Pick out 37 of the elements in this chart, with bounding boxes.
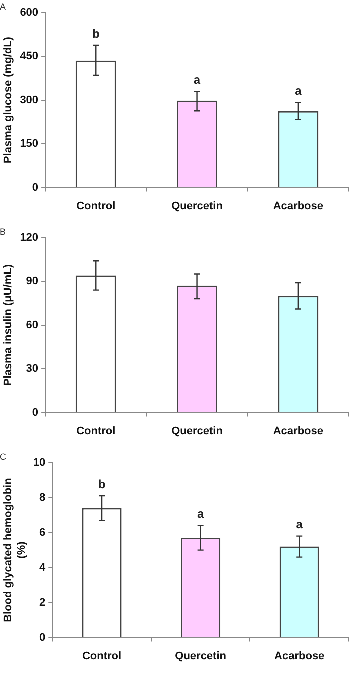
x-tick-label: Acarbose — [274, 650, 325, 662]
x-tick-label: Quercetin — [175, 650, 227, 662]
y-tick-label: 10 — [33, 456, 46, 469]
annotation: a — [295, 84, 302, 98]
y-axis-title: Blood glycated hemoglobin (%) — [2, 478, 28, 622]
y-tick-label: 2 — [40, 596, 46, 609]
x-tick-label: Quercetin — [172, 425, 224, 438]
annotation: a — [194, 72, 201, 87]
x-tick-label: Acarbose — [273, 425, 324, 438]
y-tick-label: 60 — [26, 319, 39, 332]
x-tick-label: Acarbose — [273, 200, 324, 212]
y-axis-title: Plasma insulin (μU/mL) — [2, 264, 15, 386]
y-tick-label: 150 — [20, 138, 39, 150]
annotation: a — [197, 507, 204, 522]
y-tick-label: 120 — [20, 232, 39, 244]
x-tick-label: Quercetin — [172, 200, 224, 212]
y-axis-title: Plasma glucose (mg/dL) — [2, 36, 15, 164]
x-tick-label: Control — [76, 200, 116, 212]
y-tick-label: 4 — [40, 562, 47, 574]
x-tick-label: Control — [76, 425, 116, 438]
y-tick-label: 450 — [20, 50, 39, 63]
chart-title: C — [0, 452, 7, 462]
y-tick-label: 90 — [26, 276, 39, 288]
annotation: b — [92, 26, 100, 41]
y-tick-label: 0 — [32, 182, 39, 194]
chart-title: A — [0, 2, 6, 12]
y-tick-label: 8 — [40, 492, 46, 504]
y-tick-label: 300 — [20, 94, 39, 106]
annotation: a — [296, 518, 304, 532]
y-tick-label: 30 — [26, 363, 39, 376]
y-tick-label: 6 — [40, 526, 46, 539]
y-tick-label: 0 — [32, 406, 39, 419]
x-tick-label: Control — [82, 650, 122, 662]
y-tick-label: 600 — [20, 6, 39, 19]
annotation: b — [98, 477, 106, 492]
y-tick-label: 0 — [40, 632, 46, 644]
chart-title: B — [0, 226, 6, 237]
